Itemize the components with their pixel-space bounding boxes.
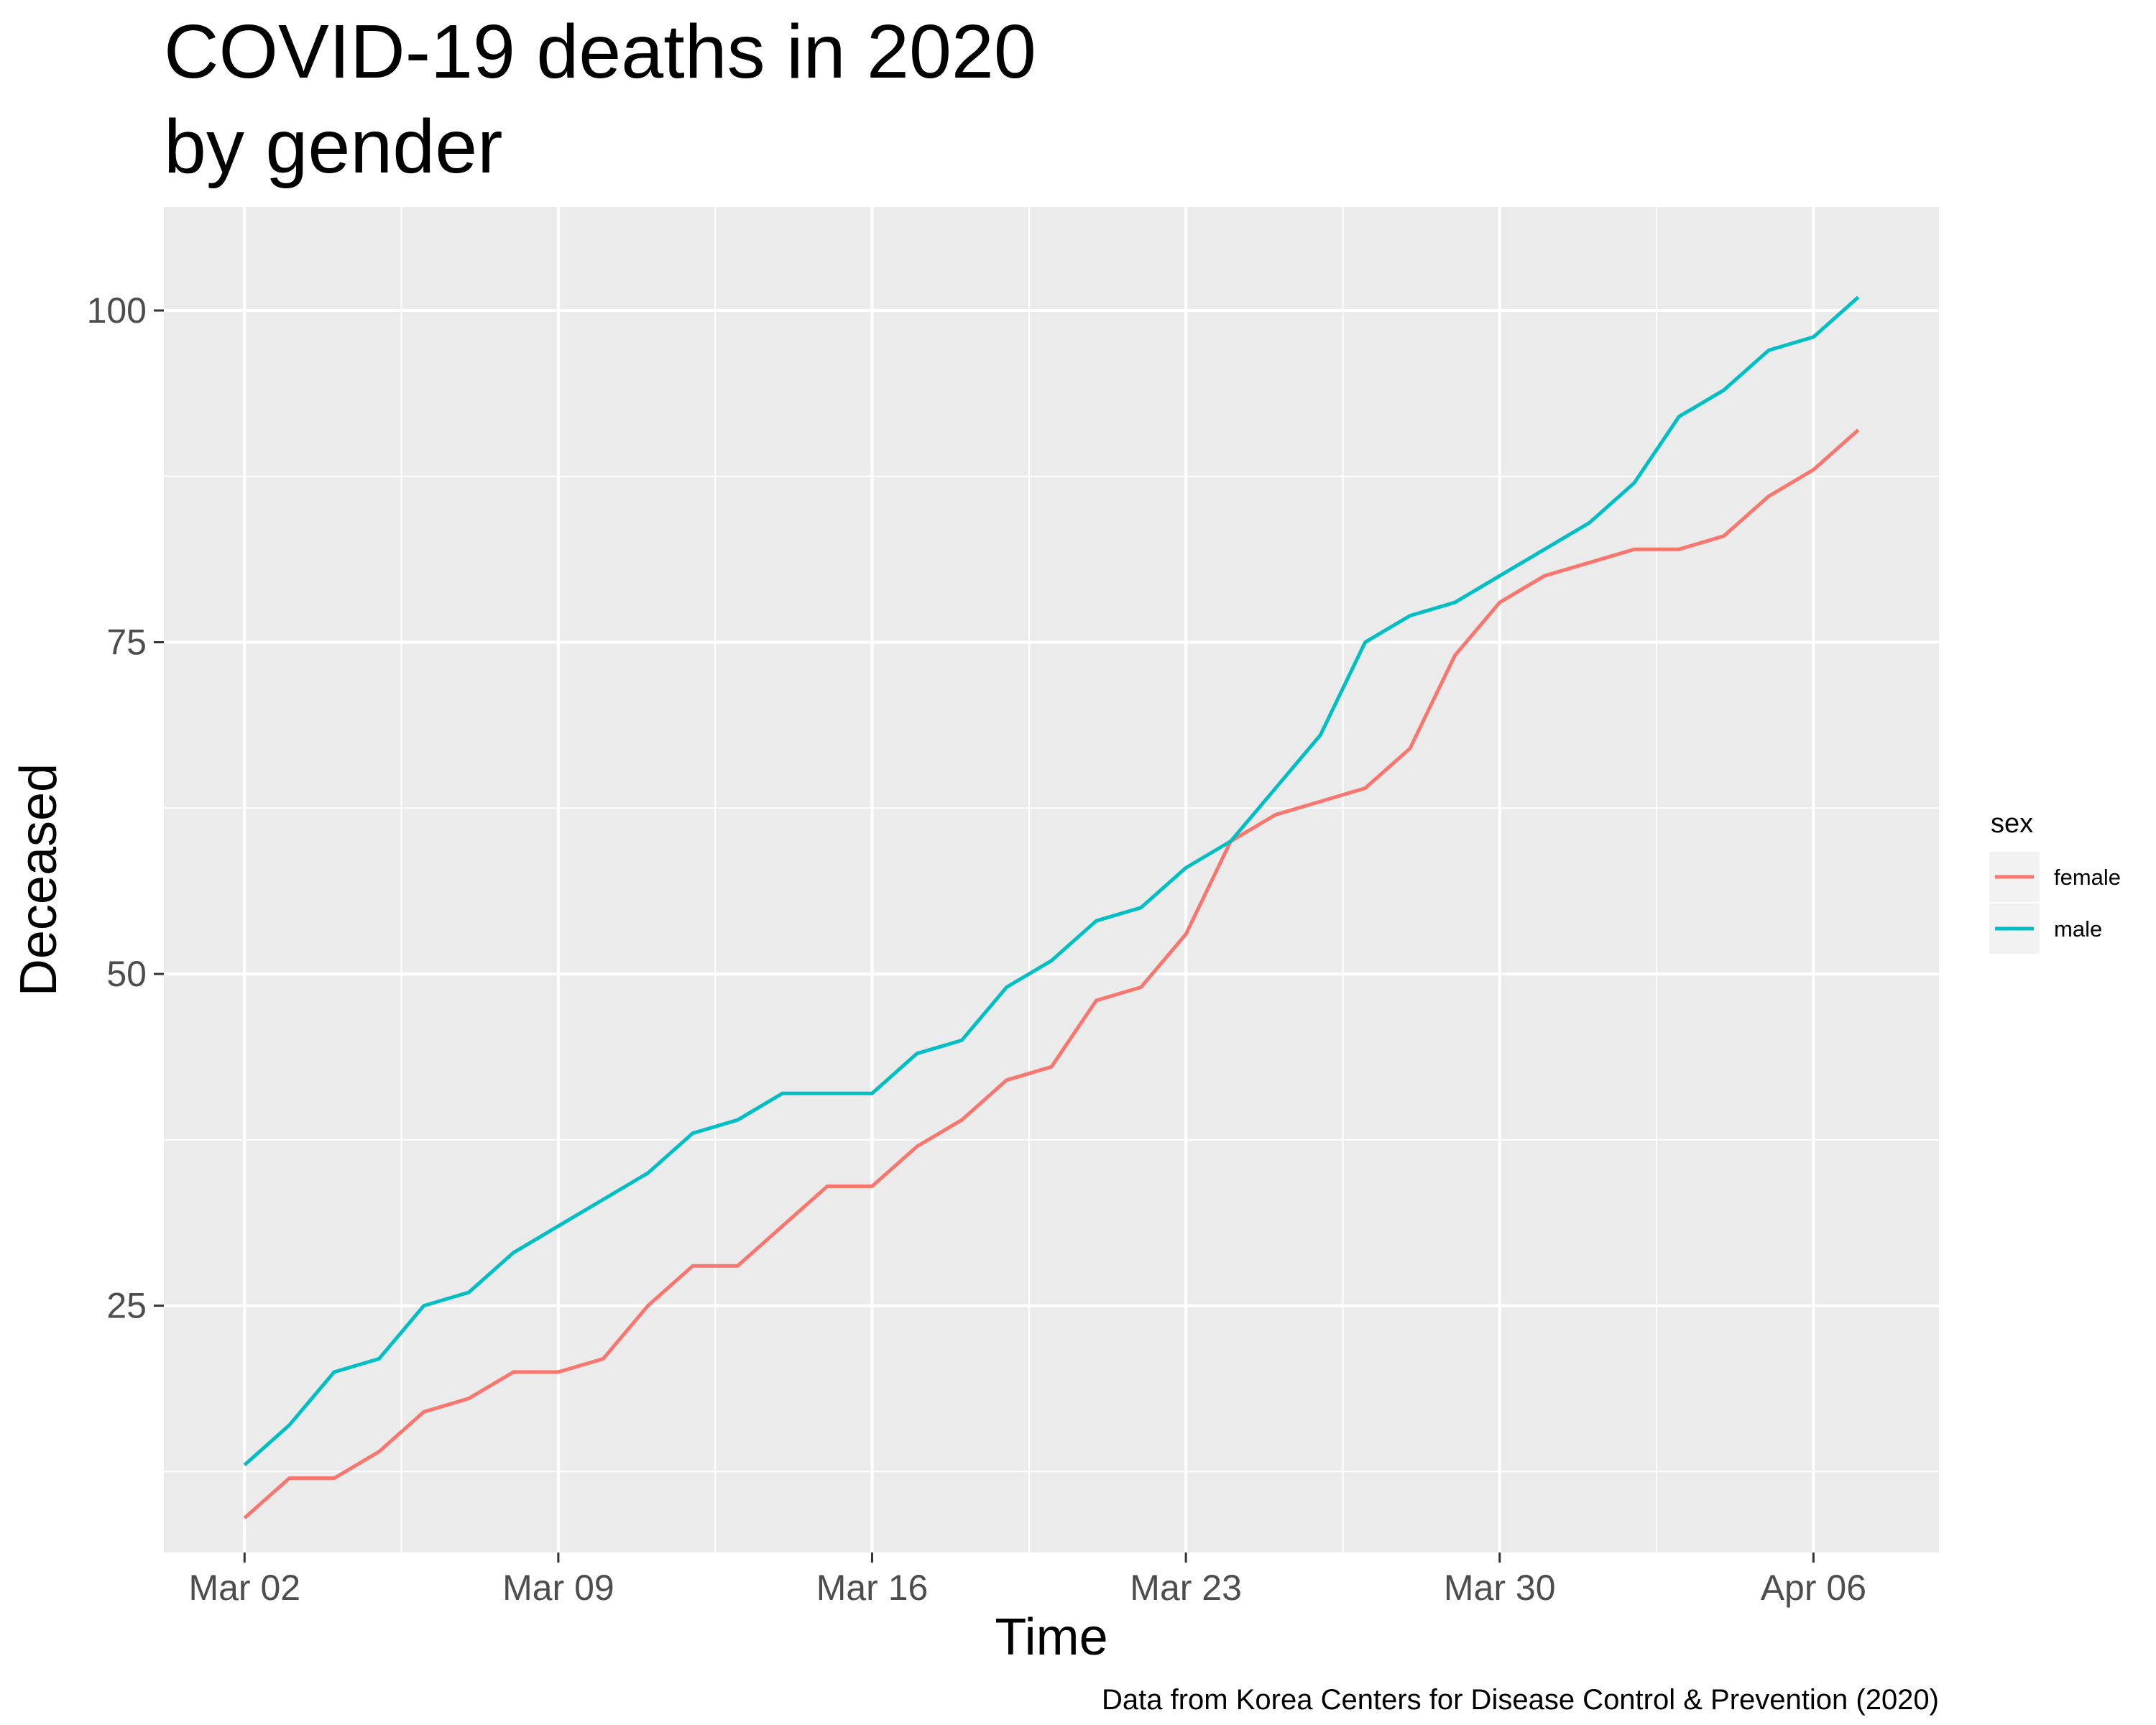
x-tick-label: Mar 09 (502, 1568, 614, 1608)
y-axis-title: Deceased (10, 763, 68, 996)
y-tick-label: 50 (106, 954, 147, 994)
caption: Data from Korea Centers for Disease Cont… (1102, 1684, 1939, 1716)
plot-panel (164, 207, 1939, 1552)
x-tick-label: Mar 23 (1130, 1568, 1242, 1608)
y-tick-label: 75 (106, 622, 147, 663)
series-lines (243, 295, 1860, 1519)
x-tick-label: Mar 16 (816, 1568, 929, 1608)
x-tick-label: Mar 30 (1444, 1568, 1556, 1608)
x-tick-label: Apr 06 (1761, 1568, 1866, 1608)
y-axis: 25 50 75 100 (87, 290, 164, 1326)
chart-title-line1: COVID-19 deaths in 2020 (164, 9, 1036, 94)
major-gridlines (164, 207, 1939, 1552)
legend-title: sex (1991, 809, 2033, 839)
x-tick-label: Mar 02 (188, 1568, 300, 1608)
minor-gridlines (164, 207, 1939, 1552)
y-tick-label: 100 (87, 290, 147, 331)
legend-label-female: female (2054, 865, 2121, 890)
x-axis-title: Time (995, 1609, 1107, 1666)
legend-label-male: male (2054, 916, 2102, 942)
y-tick-label: 25 (106, 1286, 147, 1326)
chart-title-line2: by gender (164, 104, 502, 189)
series-line-female (243, 428, 1860, 1519)
x-axis: Mar 02 Mar 09 Mar 16 Mar 23 Mar 30 Apr 06 (188, 1552, 1866, 1608)
series-line-male (243, 295, 1860, 1467)
legend: sex female male (1989, 809, 2121, 954)
